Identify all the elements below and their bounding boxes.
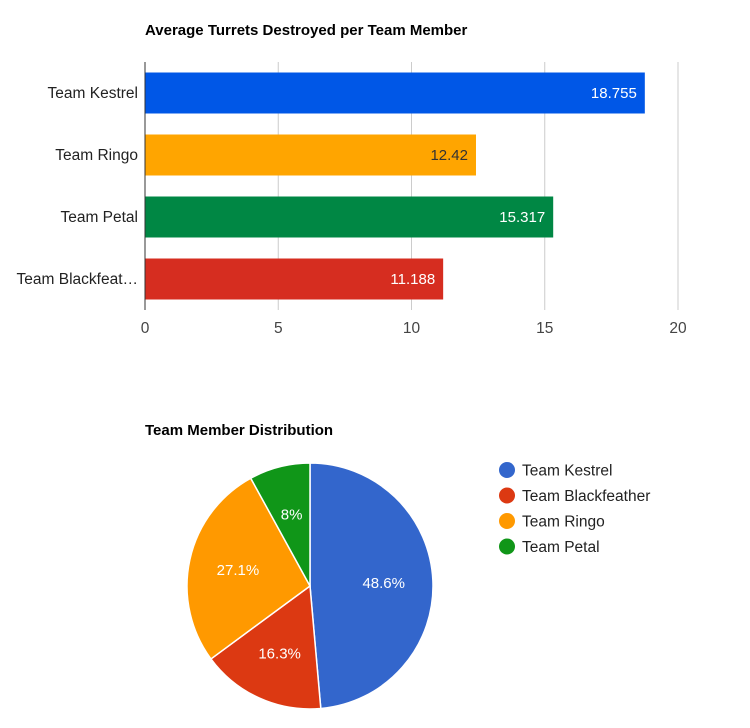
- bar: [145, 72, 645, 114]
- pie-slice-label: 48.6%: [362, 575, 405, 592]
- legend-swatch: [499, 513, 515, 529]
- legend-label: Team Blackfeather: [522, 488, 650, 505]
- bar: [145, 134, 476, 176]
- pie-chart-title: Team Member Distribution: [145, 422, 333, 439]
- bar-category-label: Team Petal: [60, 209, 138, 226]
- bar-category-label: Team Blackfeat…: [17, 271, 138, 288]
- pie-chart: Team Member Distribution 48.6% 16.3% 27.1%…: [145, 422, 650, 710]
- pie-chart-slices: [186, 462, 434, 710]
- legend-swatch: [499, 462, 515, 478]
- pie-slice-label: 27.1%: [217, 562, 260, 579]
- pie-slice-label: 16.3%: [258, 645, 301, 662]
- pie-slice: [249, 462, 311, 587]
- bar-value-label: 18.755: [591, 85, 637, 102]
- x-tick-label: 20: [669, 320, 687, 337]
- legend-swatch: [499, 538, 515, 555]
- pie-slice: [209, 584, 322, 710]
- x-tick-label: 10: [403, 320, 421, 337]
- legend-label: Team Ringo: [522, 514, 605, 531]
- bar-value-label: 12.42: [430, 147, 468, 164]
- bar-chart-tick-labels: 0 5 10 15 20: [141, 320, 687, 337]
- pie-slice: [309, 462, 434, 710]
- bar: [145, 196, 554, 238]
- bar-category-label: Team Kestrel: [48, 85, 138, 102]
- bar-value-label: 15.317: [499, 209, 545, 226]
- pie-chart-legend: Team Kestrel Team Blackfeather Team Ringo T…: [499, 462, 650, 556]
- bar-chart-category-labels: Team Kestrel Team Ringo Team Petal Team Bla…: [17, 85, 138, 288]
- pie-slice-label: 8%: [281, 507, 303, 524]
- legend-label: Team Kestrel: [522, 463, 612, 480]
- x-tick-label: 5: [274, 320, 283, 337]
- x-tick-label: 0: [141, 320, 150, 337]
- pie-chart-slice-labels: 48.6% 16.3% 27.1% 8%: [217, 507, 405, 663]
- legend-swatch: [499, 487, 515, 504]
- bar-chart-title: Average Turrets Destroyed per Team Membe…: [145, 22, 468, 39]
- bar-value-label: 11.188: [390, 271, 435, 288]
- bar: [145, 258, 444, 300]
- legend-label: Team Petal: [522, 539, 600, 556]
- bar-chart: Average Turrets Destroyed per Team Membe…: [17, 22, 687, 337]
- x-tick-label: 15: [536, 320, 553, 337]
- pie-slice: [186, 477, 311, 660]
- bar-category-label: Team Ringo: [55, 147, 138, 164]
- bar-chart-bars: 18.755 12.42 15.317 11.188: [145, 72, 645, 300]
